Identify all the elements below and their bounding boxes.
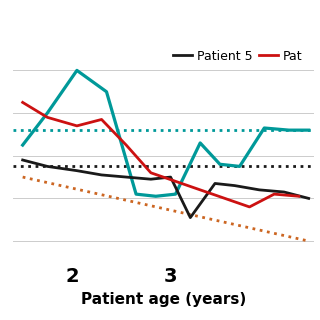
X-axis label: Patient age (years): Patient age (years) [81, 292, 246, 307]
Legend: Patient 5, Pat: Patient 5, Pat [168, 45, 307, 68]
